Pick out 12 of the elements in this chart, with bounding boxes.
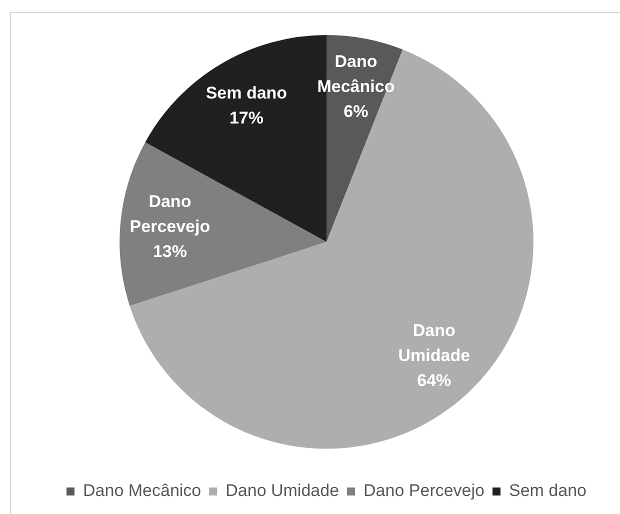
- slice-label: Dano Umidade: [398, 321, 470, 366]
- data-label: 6%: [344, 102, 368, 122]
- data-label: 13%: [152, 242, 187, 261]
- slice-label: Dano Percevejo: [130, 192, 210, 236]
- legend-label: Dano Mecânico: [83, 481, 202, 500]
- legend-label: Dano Percevejo: [364, 481, 484, 500]
- legend-label: Sem dano: [508, 481, 586, 500]
- data-label: 17%: [229, 108, 264, 128]
- data-label: 64%: [417, 371, 452, 390]
- slice-label: Sem dano: [206, 84, 288, 103]
- slice-label: Dano Mecânico: [317, 52, 395, 96]
- legend-label: Dano Umidade: [226, 481, 340, 500]
